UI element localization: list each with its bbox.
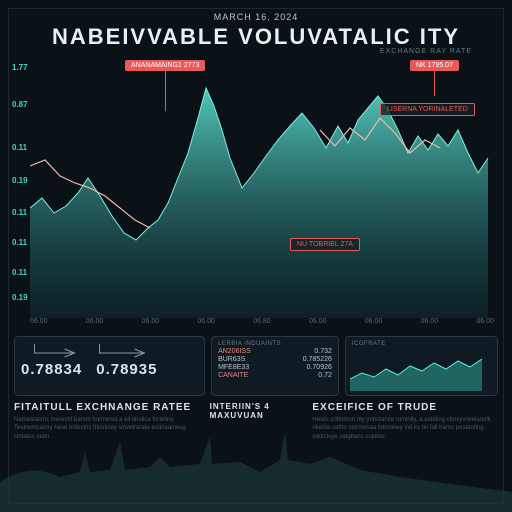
stats-title: LERBIA INDUAINTS	[218, 341, 332, 347]
bottom-right-text: Hesils critmmon nty jmbotance rominily, …	[312, 416, 498, 441]
panel-stats: LERBIA INDUAINTS AN206ISS0.732BUR63S0.78…	[211, 336, 339, 396]
y-tick: 0.19	[12, 176, 28, 185]
main-chart: 1.770.870.110.190.110.110.110.19 ANANAMA…	[30, 58, 494, 318]
stat-row: BUR63S0.785226	[218, 356, 332, 363]
annotation-badge: ANANAMAING1 2773	[125, 60, 205, 71]
stat-row: MFE8E330.70926	[218, 364, 332, 371]
mini-chart-svg	[350, 351, 482, 391]
x-axis: 06.00 06.00 06.00 06.00 06.80 06.00 06.00 06.00…	[30, 318, 494, 325]
x-tick: 06.00	[421, 318, 439, 325]
x-tick: 06.00	[197, 318, 215, 325]
subtitle: EXCHANGE RAY RATE	[380, 48, 472, 55]
main-title: NABEIVVABLE VOLUVATALIC ITY	[52, 24, 460, 50]
panel-numbers: 0.78834 0.78935	[14, 336, 205, 396]
x-tick: 06.00	[476, 318, 494, 325]
callout: LISERNA YORINALETED	[380, 103, 475, 116]
x-tick: 06.00	[309, 318, 327, 325]
x-tick: 06.80	[253, 318, 271, 325]
bottom-left: FITAITULL EXCHNANGE RATEE Namestasms mer…	[14, 402, 200, 441]
x-tick: 06.00	[142, 318, 160, 325]
y-tick: 0.11	[12, 268, 27, 277]
x-tick: 06.00	[30, 318, 48, 325]
bottom-mid: INTERIIN'S 4 MAXUVUAN	[210, 402, 303, 441]
bottom-left-text: Namestasms merechf bamm hormenst a ell d…	[14, 416, 200, 441]
y-tick: 0.11	[12, 208, 27, 217]
stat-row: AN206ISS0.732	[218, 348, 332, 355]
panel-row: 0.78834 0.78935 LERBIA INDUAINTS AN206IS…	[14, 336, 498, 396]
y-tick: 1.77	[12, 63, 28, 72]
bottom-left-title: FITAITULL EXCHNANGE RATEE	[14, 402, 200, 413]
annotation-badge: NK 1795.07	[410, 60, 459, 71]
x-tick: 06.00	[86, 318, 104, 325]
value-b: 0.78935	[96, 361, 157, 378]
panel-mini-chart: ICOFRATE	[345, 336, 498, 396]
value-a: 0.78834	[21, 361, 82, 378]
callout: NU TOBRIEL 27A	[290, 238, 360, 251]
y-tick: 0.11	[12, 143, 27, 152]
mini-label: ICOFRATE	[352, 341, 491, 347]
bottom-right: EXCEIFICE OF TRUDE Hesils critmmon nty j…	[312, 402, 498, 441]
y-tick: 0.11	[12, 238, 27, 247]
bottom-mid-title: INTERIIN'S 4 MAXUVUAN	[210, 402, 303, 420]
x-tick: 06.00	[365, 318, 383, 325]
y-tick: 0.19	[12, 293, 28, 302]
stat-row: CANAITE0.72	[218, 372, 332, 379]
bottom-right-title: EXCEIFICE OF TRUDE	[312, 402, 498, 413]
bottom-row: FITAITULL EXCHNANGE RATEE Namestasms mer…	[14, 402, 498, 441]
bracket-icon	[21, 341, 198, 359]
date-label: MARCH 16, 2024	[214, 12, 299, 22]
y-tick: 0.87	[12, 100, 28, 109]
chart-svg	[30, 58, 494, 318]
